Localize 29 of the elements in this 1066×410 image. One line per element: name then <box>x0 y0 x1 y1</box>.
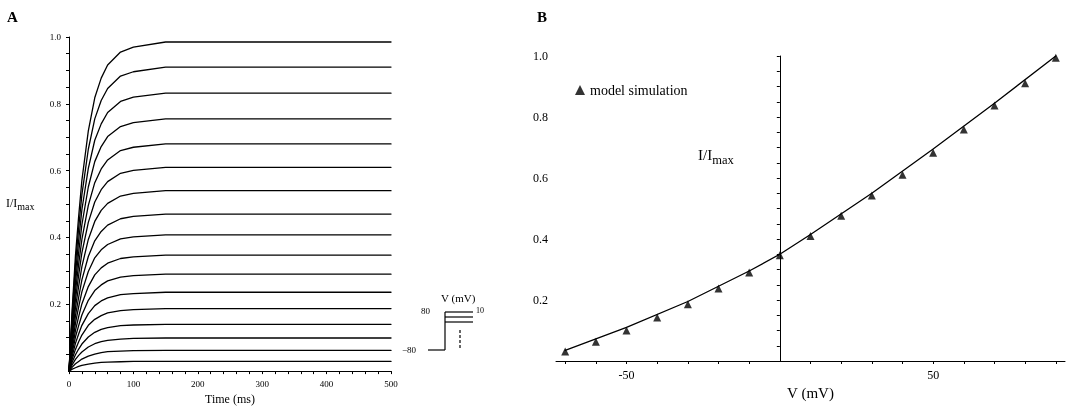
legend-label: model simulation <box>590 82 688 98</box>
y-tick-label: 0.4 <box>49 232 62 243</box>
y-tick-label: 1.0 <box>49 32 62 42</box>
y-tick-label: 0.2 <box>49 299 61 310</box>
x-tick-label: 200 <box>191 378 206 389</box>
x-axis-title: V (mV) <box>787 385 834 403</box>
x-axis-title: Time (ms) <box>205 392 255 406</box>
x-tick-label: 500 <box>384 378 399 389</box>
x-tick-label: 400 <box>319 378 334 389</box>
y-tick-label: 0.4 <box>533 232 548 246</box>
x-tick-label: -50 <box>618 368 635 382</box>
chart-title: A <box>7 8 18 25</box>
text: V (mV) <box>441 292 476 304</box>
y-tick-label: 0.2 <box>533 293 548 307</box>
x-tick-label: 100 <box>126 378 141 389</box>
y-axis-title: I/I$_{max}$ <box>698 147 734 167</box>
text: 80 <box>421 306 430 316</box>
y-tick-label: 0.6 <box>49 165 62 176</box>
x-tick-label: 50 <box>927 368 940 382</box>
text: 10 <box>476 306 484 315</box>
chart-title: B <box>537 8 548 25</box>
y-tick-label: 0.6 <box>533 171 548 185</box>
y-tick-label: 1.0 <box>533 49 548 63</box>
y-tick-label: 0.8 <box>533 110 548 124</box>
x-tick-label: 300 <box>255 378 270 389</box>
text: −80 <box>402 345 417 355</box>
x-tick-label: 0 <box>66 378 72 389</box>
y-tick-label: 0.8 <box>49 98 62 109</box>
y-axis-title: I/I$_{max}$ <box>6 196 35 213</box>
